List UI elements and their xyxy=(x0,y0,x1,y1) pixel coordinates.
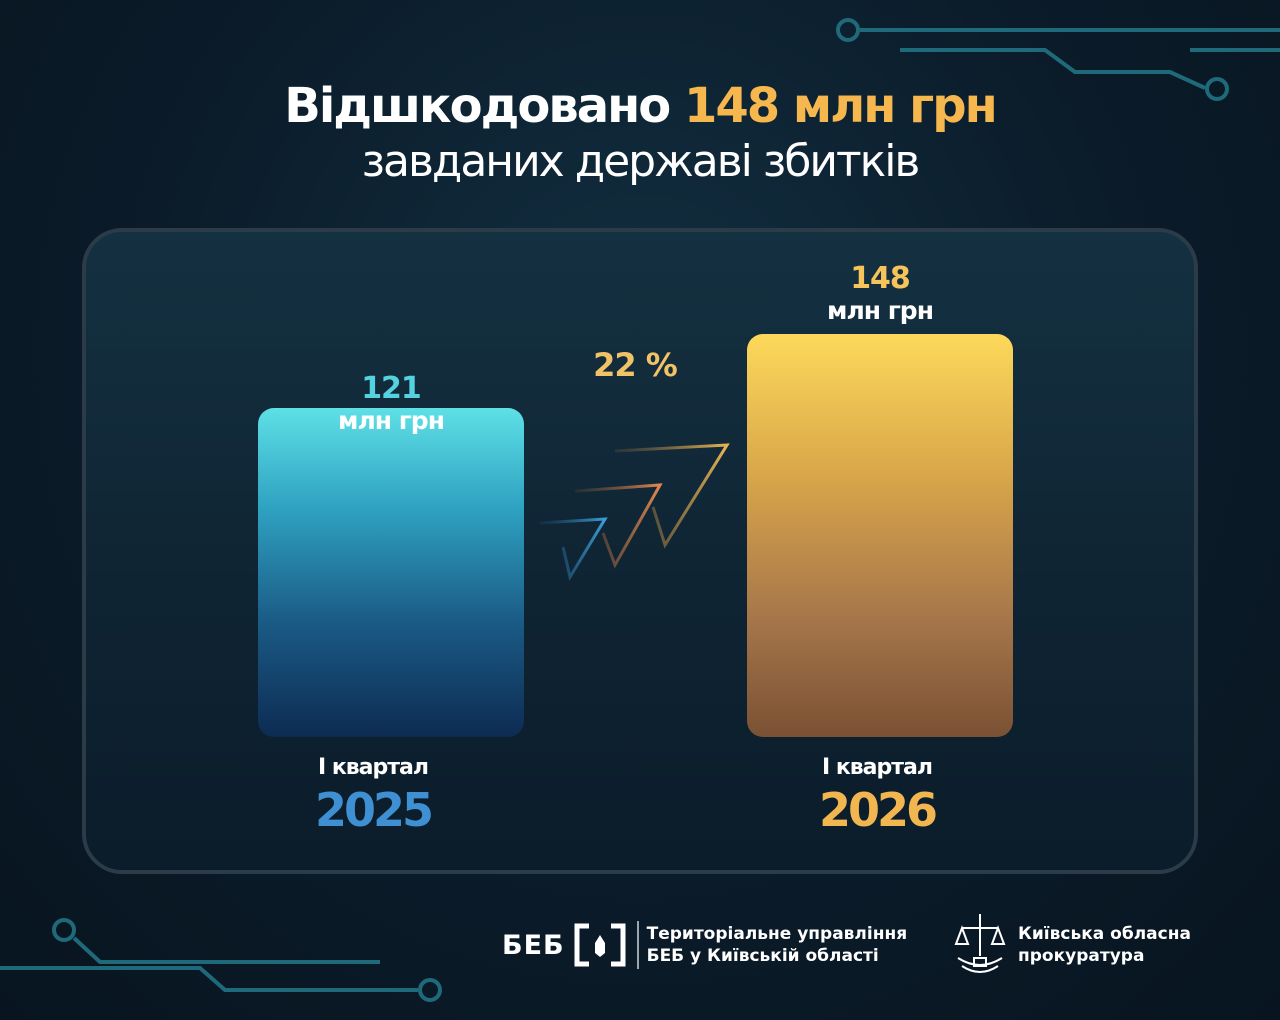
category-quarter-2026: І квартал xyxy=(821,755,933,780)
beb-organization-name: Територіальне управління БЕБ у Київській… xyxy=(647,923,908,967)
value-number-2026: 148 xyxy=(850,261,911,296)
title-accent-amount: 148 млн грн xyxy=(683,78,998,134)
prosecutor-name-line-1: Київська обласна xyxy=(1018,924,1191,944)
title-prefix: Відшкодовано xyxy=(284,78,671,134)
page-title: Відшкодовано 148 млн грн завданих держав… xyxy=(0,78,1280,188)
bar-2025 xyxy=(258,408,524,737)
category-year-2025: 2025 xyxy=(314,783,434,837)
value-label-2026: 148 млн грн xyxy=(747,262,1013,326)
growth-percent-label: 22 % xyxy=(593,346,678,384)
prosecutor-name-line-2: прокуратура xyxy=(1018,946,1145,966)
value-unit-2026: млн грн xyxy=(827,296,934,325)
value-number-2025: 121 xyxy=(361,371,422,406)
beb-emblem-icon xyxy=(574,923,626,967)
growth-arrows-icon xyxy=(539,443,730,581)
beb-abbreviation: БЕБ xyxy=(502,929,565,961)
value-label-2025: 121 млн грн xyxy=(258,372,524,436)
beb-name-line-1: Територіальне управління xyxy=(646,924,908,944)
prosecutor-logo: Київська обласна прокуратура xyxy=(950,914,1191,975)
beb-separator xyxy=(636,921,639,969)
prosecutor-emblem-icon xyxy=(954,914,1006,973)
category-2025: І квартал 2025 xyxy=(240,754,506,838)
category-year-2026: 2026 xyxy=(818,783,938,837)
category-2026: І квартал 2026 xyxy=(744,754,1010,838)
value-unit-2025: млн грн xyxy=(338,406,445,435)
beb-name-line-2: БЕБ у Київській області xyxy=(646,946,879,966)
bar-2026 xyxy=(747,334,1013,737)
beb-logo: БЕБ Територіальне управління БЕБ у Київс… xyxy=(502,915,907,975)
category-quarter-2025: І квартал xyxy=(317,755,429,780)
title-line-2: завданих державі збитків xyxy=(361,136,921,187)
prosecutor-office-name: Київська обласна прокуратура xyxy=(1018,923,1191,967)
